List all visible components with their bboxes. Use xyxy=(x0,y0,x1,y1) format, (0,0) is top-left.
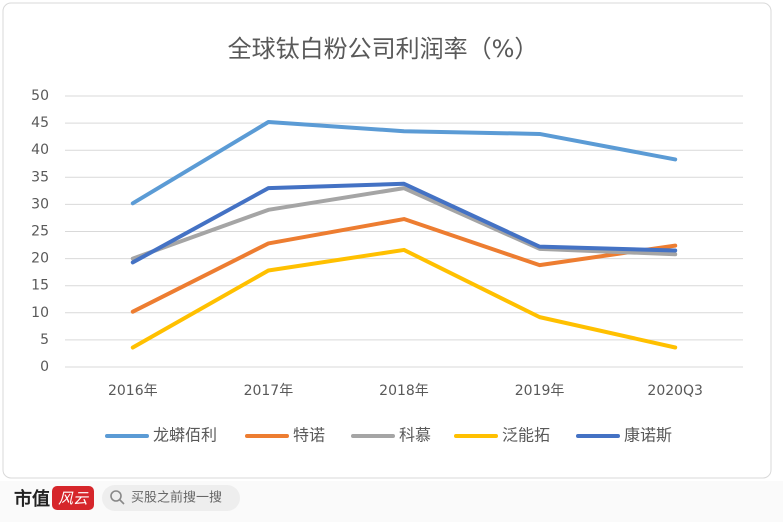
legend-label: 龙蟒佰利 xyxy=(153,426,217,445)
y-tick-label: 5 xyxy=(40,332,49,348)
series-line xyxy=(130,186,678,261)
y-tick-label: 0 xyxy=(40,359,49,375)
y-tick-label: 45 xyxy=(31,115,49,131)
series-line xyxy=(130,181,678,265)
y-tick-label: 15 xyxy=(31,278,49,294)
y-tick-label: 50 xyxy=(31,88,49,104)
y-tick-label: 10 xyxy=(31,305,49,321)
series-line xyxy=(130,217,678,314)
y-tick-label: 40 xyxy=(31,142,49,158)
legend-label: 特诺 xyxy=(293,426,325,445)
search-placeholder: 买股之前搜一搜 xyxy=(131,490,222,506)
legend-label: 康诺斯 xyxy=(624,426,672,445)
search-icon xyxy=(110,490,122,502)
search-box[interactable] xyxy=(102,485,240,511)
y-tick-label: 35 xyxy=(31,169,49,185)
search-icon xyxy=(119,499,125,505)
y-tick-label: 25 xyxy=(31,224,49,240)
x-tick-label: 2019年 xyxy=(515,383,565,399)
y-tick-label: 30 xyxy=(31,196,49,212)
legend-label: 科慕 xyxy=(399,426,431,445)
brand-mark: 风云 xyxy=(58,490,89,508)
chart-title: 全球钛白粉公司利润率（%） xyxy=(228,35,539,63)
brand-mark-bg xyxy=(52,486,94,510)
x-tick-label: 2016年 xyxy=(108,383,158,399)
chart-frame xyxy=(2,2,772,479)
x-tick-label: 2020Q3 xyxy=(647,383,703,399)
brand: 市值 xyxy=(14,488,50,510)
x-tick-label: 2018年 xyxy=(379,383,429,399)
series-line xyxy=(130,120,678,206)
x-tick-label: 2017年 xyxy=(244,383,294,399)
legend-label: 泛能拓 xyxy=(502,426,550,445)
y-tick-label: 20 xyxy=(31,251,49,267)
series-line xyxy=(130,247,678,350)
